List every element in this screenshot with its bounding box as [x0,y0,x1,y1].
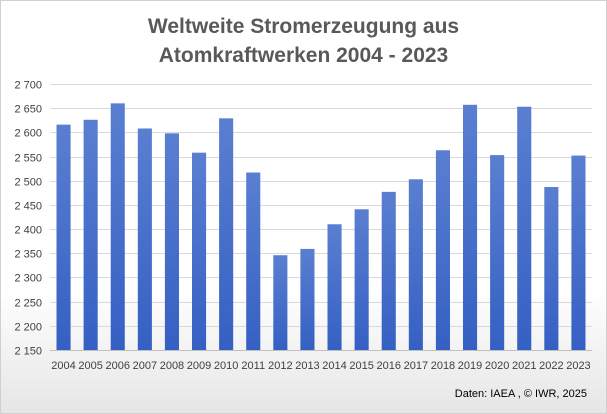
bar-2011 [246,172,261,350]
y-tick-label: 2 300 [14,273,42,285]
x-tick-label: 2013 [295,360,319,372]
bar-2012 [273,255,288,350]
bar-2009 [192,152,207,350]
y-tick-label: 2 550 [14,153,42,165]
bar-2019 [463,104,478,350]
bar-2022 [544,187,559,350]
x-tick-label: 2014 [322,360,346,372]
bar-2004 [56,124,71,350]
chart-title-line1: Weltweite Stromerzeugung aus [147,15,460,38]
bar-2010 [219,118,234,350]
bar-2007 [137,128,152,350]
chart-title: Weltweite Stromerzeugung aus Atomkraftwe… [0,12,607,70]
bar-2013 [300,248,315,350]
x-tick-label: 2009 [187,360,211,372]
x-tick-label: 2004 [51,360,75,372]
bar-2018 [435,150,450,350]
y-tick-label: 2 200 [14,322,42,334]
bar-2020 [490,155,505,350]
x-tick-label: 2023 [566,360,590,372]
x-tick-label: 2005 [78,360,102,372]
bar-2008 [164,133,179,350]
x-tick-label: 2019 [458,360,482,372]
x-tick-label: 2021 [512,360,536,372]
y-tick-label: 2 600 [14,128,42,140]
bar-2015 [354,209,369,350]
y-tick-label: 2 500 [14,177,42,189]
x-tick-label: 2017 [404,360,428,372]
y-tick-label: 2 650 [14,104,42,116]
y-tick-label: 2 350 [14,249,42,261]
x-tick-label: 2011 [241,360,265,372]
x-tick-label: 2006 [106,360,130,372]
x-tick-label: 2007 [133,360,157,372]
x-tick-label: 2012 [268,360,292,372]
x-tick-label: 2010 [214,360,238,372]
bar-2016 [381,191,396,350]
x-tick-label: 2008 [160,360,184,372]
y-tick-label: 2 700 [14,80,42,92]
bar-2023 [571,155,586,350]
x-tick-label: 2018 [431,360,455,372]
chart-title-line2: Atomkraftwerken 2004 - 2023 [158,44,449,67]
bar-2021 [517,106,532,350]
bar-2006 [110,103,125,350]
y-tick-label: 2 150 [14,346,42,358]
bar-2014 [327,224,342,350]
bar-2005 [83,119,98,350]
y-tick-label: 2 450 [14,201,42,213]
source-note: Daten: IAEA , © IWR, 2025 [454,388,587,400]
x-tick-label: 2015 [349,360,373,372]
y-tick-label: 2 400 [14,225,42,237]
y-tick-label: 2 250 [14,298,42,310]
bar-2017 [408,179,423,350]
x-tick-label: 2016 [377,360,401,372]
x-tick-label: 2022 [539,360,563,372]
x-tick-label: 2020 [485,360,509,372]
